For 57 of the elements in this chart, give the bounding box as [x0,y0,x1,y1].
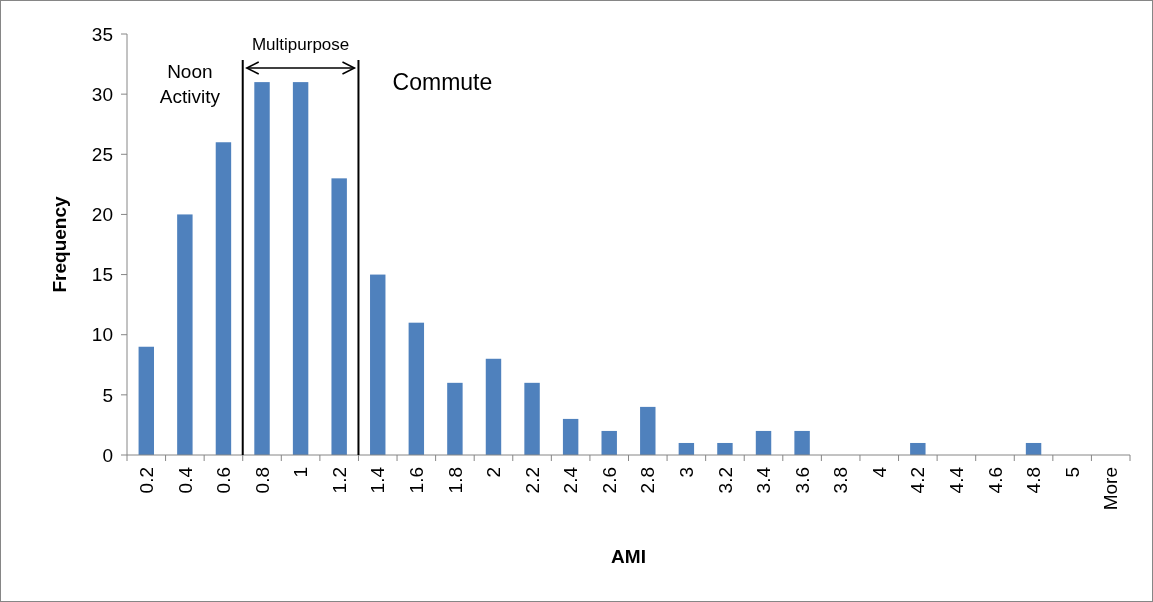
x-tick-label: 1.8 [444,467,466,494]
x-tick-label: 3 [676,467,698,478]
x-tick-label: 4.8 [1023,467,1045,494]
annotation: Multipurpose [251,35,350,54]
x-tick-label: 0.8 [251,467,273,494]
bar [254,82,270,455]
x-tick-label: 3.4 [753,466,775,494]
x-tick-label: 2.6 [598,467,620,494]
bar [370,274,386,455]
y-tick-label: 15 [91,264,113,286]
bar [910,442,926,455]
bar [215,142,232,455]
y-tick-label: 5 [102,384,113,406]
bar [138,346,154,455]
x-tick-label: 2.2 [521,467,543,494]
bar [331,178,347,455]
bar [640,406,656,455]
bar [562,418,579,455]
y-tick-label: 30 [91,83,113,105]
bar [524,382,540,455]
y-tick-label: 25 [91,143,113,165]
x-tick-label: More [1100,467,1122,511]
y-axis-title: Frequency [49,196,70,293]
bar [717,442,733,455]
bar [755,430,772,455]
bar [177,214,193,455]
x-tick-label: 3.6 [791,467,813,494]
x-axis-title: AMI [611,546,646,567]
x-tick-label: 1.4 [367,466,389,494]
x-tick-label: 2.4 [560,466,582,494]
x-tick-label: 4.2 [907,467,929,494]
x-tick-label: 0.4 [174,466,196,494]
x-tick-label: 3.8 [830,467,852,494]
y-tick-label: 20 [91,204,113,226]
x-tick-label: 0.2 [135,467,157,494]
annotation: Noon Activity [159,61,221,107]
x-tick-label: 3.2 [714,467,736,494]
x-tick-label: 1 [290,467,312,478]
x-tick-label: 4 [868,466,890,478]
x-tick-label: 4.4 [946,466,968,494]
y-tick-label: 35 [91,23,113,45]
x-tick-label: 1.6 [405,467,427,494]
x-tick-label: 4.6 [984,467,1006,494]
annotation: Commute [392,69,493,95]
y-tick-label: 10 [91,324,113,346]
y-tick-label: 0 [102,444,113,466]
x-tick-label: 0.6 [213,467,235,494]
bar [485,358,502,455]
x-tick-label: 2 [483,467,505,478]
bar [601,430,617,455]
x-tick-label: 1.2 [328,467,350,494]
bar [447,382,463,455]
x-tick-label: 2.8 [637,467,659,494]
bar [408,322,425,455]
x-tick-label: 5 [1061,467,1083,478]
bar [292,82,309,455]
bar [794,430,810,455]
